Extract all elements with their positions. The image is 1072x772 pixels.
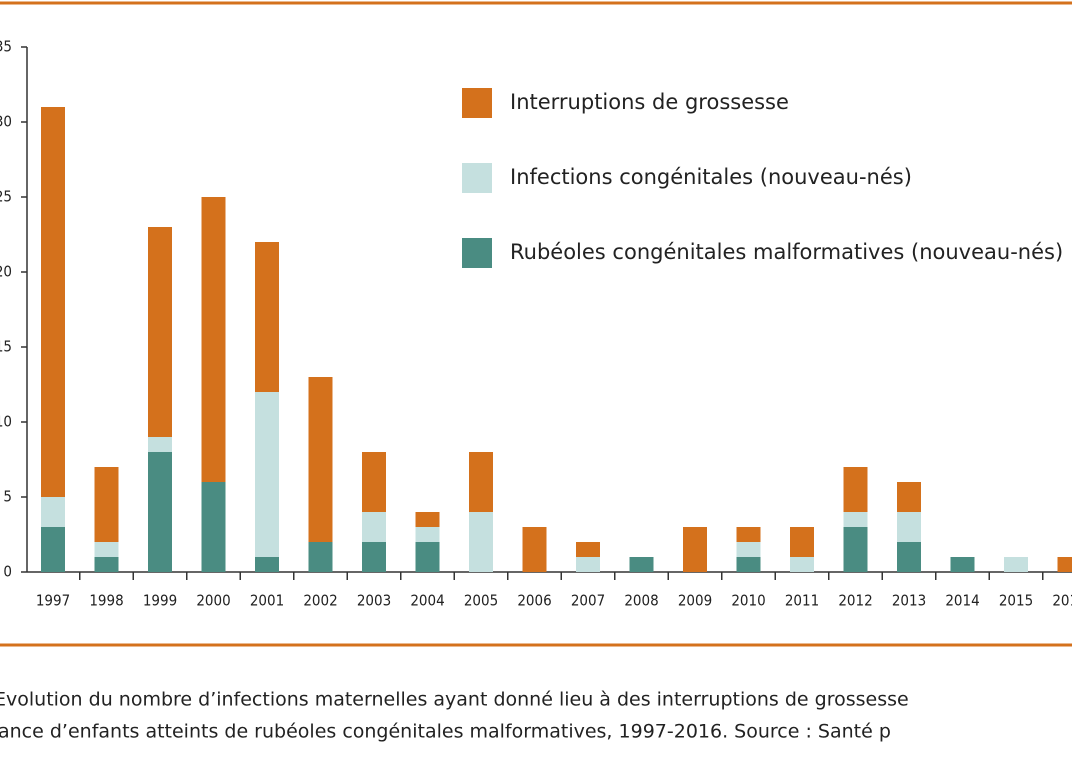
bar-segment xyxy=(897,512,921,542)
bar-segment xyxy=(148,227,172,437)
y-tick-label: 10 xyxy=(0,413,12,431)
bar-segment xyxy=(308,542,333,572)
bar-segment xyxy=(897,542,921,572)
bar-segment xyxy=(843,527,868,572)
bar-segment xyxy=(897,482,921,512)
bar-segment xyxy=(201,197,226,482)
bar-segment xyxy=(362,452,386,512)
bar-segment xyxy=(629,557,654,572)
x-tick-label: 2011 xyxy=(785,592,819,610)
x-tick-label: 2002 xyxy=(303,592,337,610)
x-tick-label: 2016 xyxy=(1052,592,1072,610)
y-tick-label: 35 xyxy=(0,38,12,56)
x-tick-label: 2001 xyxy=(250,592,284,610)
x-tick-label: 2008 xyxy=(624,592,658,610)
bar-segment xyxy=(255,557,279,572)
bar-segment xyxy=(362,542,386,572)
x-tick-label: 1999 xyxy=(143,592,177,610)
y-tick-label: 30 xyxy=(0,113,12,131)
bar-segment xyxy=(94,557,119,572)
bar-segment xyxy=(950,557,975,572)
y-tick-label: 5 xyxy=(3,488,12,506)
x-tick-label: 2012 xyxy=(838,592,872,610)
x-tick-label: 2015 xyxy=(999,592,1033,610)
bar-segment xyxy=(522,527,547,572)
bar-segment xyxy=(148,437,172,452)
x-tick-label: 2010 xyxy=(731,592,765,610)
legend-label: Interruptions de grossesse xyxy=(510,90,789,114)
bar-segment xyxy=(790,527,814,557)
bar-segment xyxy=(736,527,761,542)
bar-segment xyxy=(362,512,386,542)
bar-segment xyxy=(790,557,814,572)
x-tick-label: 2007 xyxy=(571,592,605,610)
x-tick-label: 2014 xyxy=(945,592,979,610)
x-tick-label: 1997 xyxy=(36,592,70,610)
legend-swatch xyxy=(462,88,492,118)
x-tick-label: 2000 xyxy=(196,592,230,610)
legend-label: Infections congénitales (nouveau-nés) xyxy=(510,165,912,189)
bar-segment xyxy=(308,377,333,542)
bar-segment xyxy=(469,452,493,512)
caption: ance d’enfants atteints de rubéoles cong… xyxy=(0,721,891,743)
x-tick-label: 2003 xyxy=(357,592,391,610)
bar-segment xyxy=(683,527,707,572)
x-tick-label: 2005 xyxy=(464,592,498,610)
x-tick-label: 1998 xyxy=(89,592,123,610)
bar-segment xyxy=(736,542,761,557)
legend-swatch xyxy=(462,238,492,268)
y-tick-label: 25 xyxy=(0,188,12,206)
x-tick-label: 2004 xyxy=(410,592,444,610)
bar-segment xyxy=(576,542,600,557)
bar-segment xyxy=(41,527,65,572)
bar-segment xyxy=(843,467,868,512)
bar-segment xyxy=(1057,557,1072,572)
bar-segment xyxy=(201,482,226,572)
x-tick-label: 2006 xyxy=(517,592,551,610)
y-tick-label: 20 xyxy=(0,263,12,281)
caption: Evolution du nombre d’infections materne… xyxy=(0,689,909,711)
bar-segment xyxy=(41,107,65,497)
bar-segment xyxy=(415,512,440,527)
bar-segment xyxy=(843,512,868,527)
x-tick-label: 2013 xyxy=(892,592,926,610)
bar-segment xyxy=(415,527,440,542)
y-tick-label: 15 xyxy=(0,338,12,356)
bar-segment xyxy=(41,497,65,527)
bar-segment xyxy=(94,467,119,542)
y-tick-label: 0 xyxy=(3,563,12,581)
bar-segment xyxy=(736,557,761,572)
bar-segment xyxy=(255,392,279,557)
x-tick-label: 2009 xyxy=(678,592,712,610)
legend-label: Rubéoles congénitales malformatives (nou… xyxy=(510,240,1063,264)
bar-segment xyxy=(415,542,440,572)
bar-segment xyxy=(255,242,279,392)
bar-segment xyxy=(576,557,600,572)
bar-segment xyxy=(1004,557,1028,572)
bar-segment xyxy=(94,542,119,557)
legend-swatch xyxy=(462,163,492,193)
bar-segment xyxy=(469,512,493,572)
bar-segment xyxy=(148,452,172,572)
